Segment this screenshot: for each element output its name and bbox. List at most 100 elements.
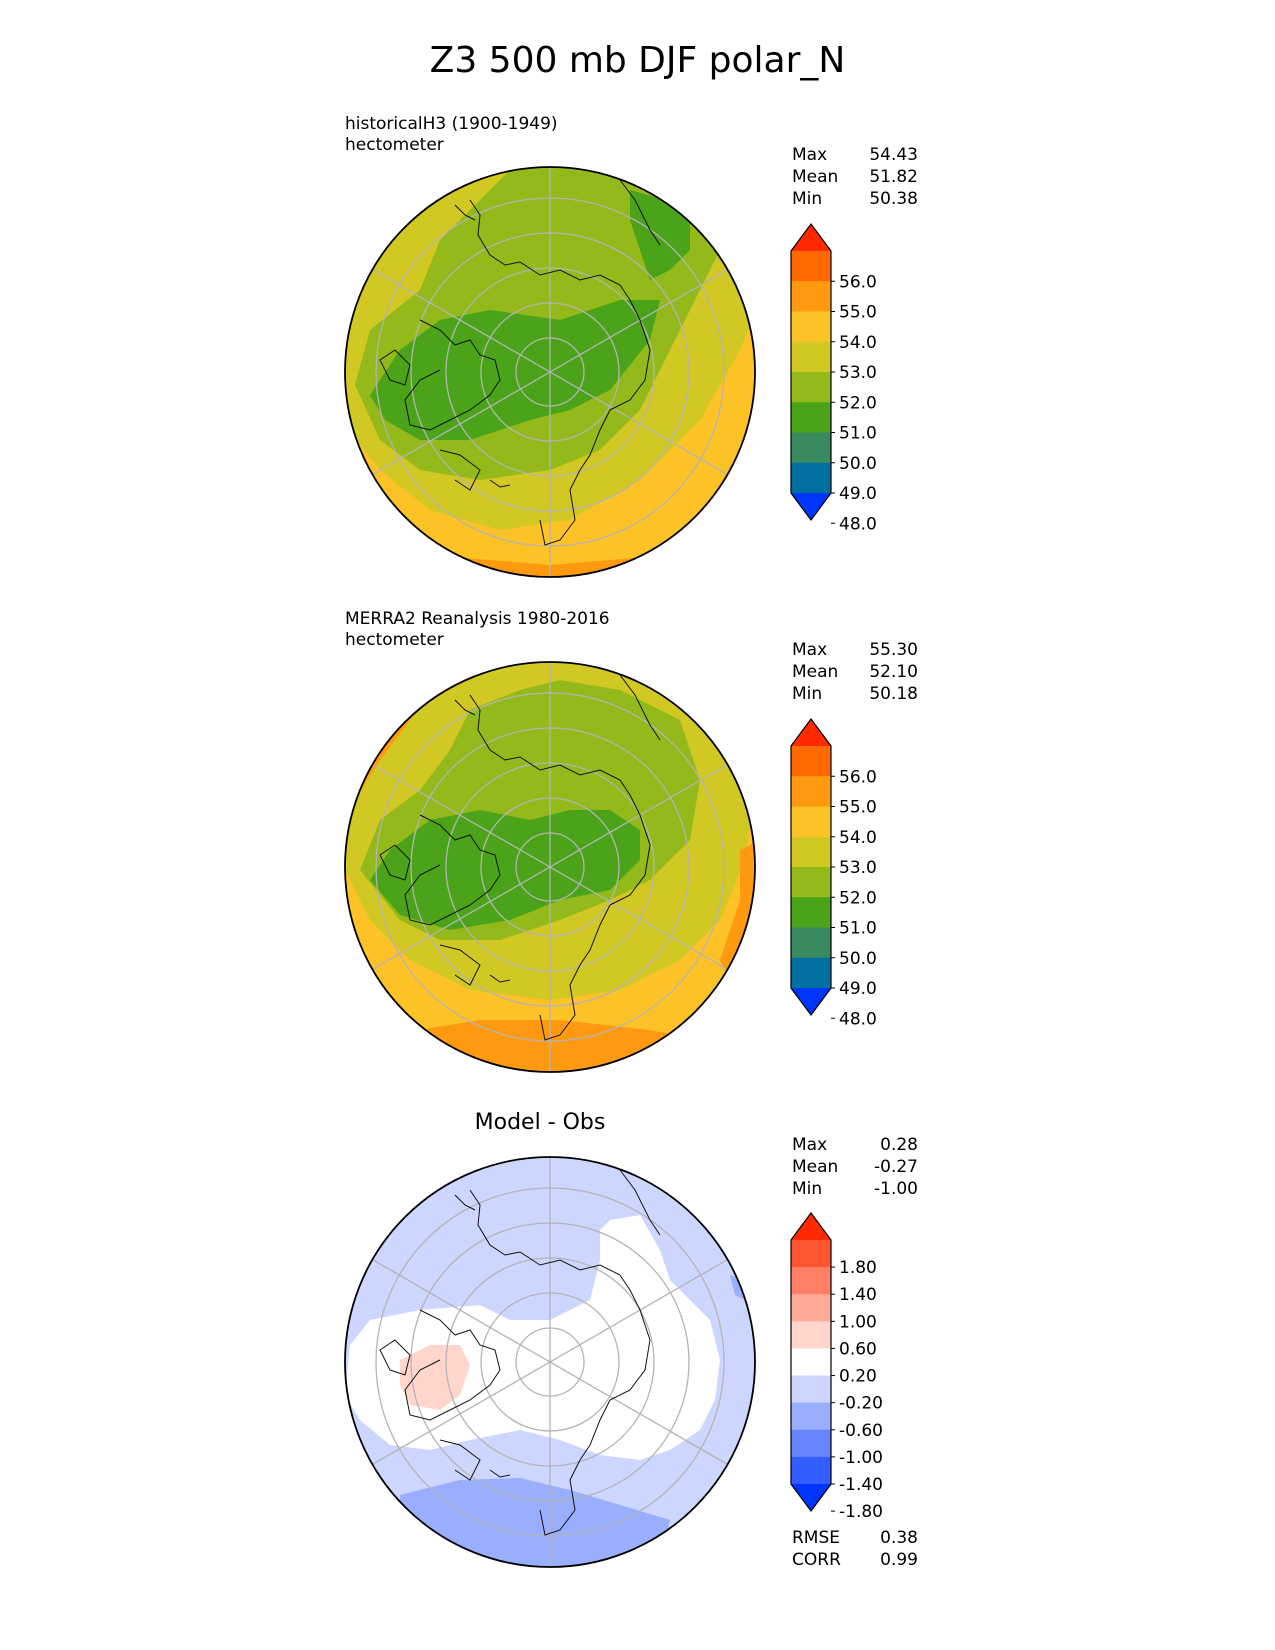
colorbar-tick-label: 54.0: [839, 828, 877, 848]
colorbar-segment: [791, 746, 831, 777]
colorbar-segment: [791, 402, 831, 433]
corr-value: 0.99: [880, 1550, 918, 1570]
colorbar-extend-min: [791, 1484, 831, 1511]
max-label: Max: [792, 1135, 828, 1155]
colorbar-tick-label: 50.0: [839, 949, 877, 969]
colorbar-tick-label: 52.0: [839, 393, 877, 413]
colorbar-segment: [791, 957, 831, 989]
colorbar-segment: [791, 432, 831, 464]
colorbar-tick-label: 51.0: [839, 424, 877, 444]
panel2-stats: Max 55.30 Mean 52.10 Min 50.18: [792, 640, 918, 706]
coastlines: [379, 179, 661, 546]
panel3-stats: Max 0.28 Mean -0.27 Min -1.00: [792, 1135, 918, 1201]
colorbar-tick-label: 48.0: [839, 1009, 877, 1029]
colorbar-segment: [791, 1348, 831, 1377]
colorbar-segment: [791, 372, 831, 403]
map-boundary: [344, 1156, 756, 1568]
rmse-label: RMSE: [792, 1528, 841, 1548]
rmse-value: 0.38: [880, 1528, 918, 1548]
colorbar-tick-label: 54.0: [839, 333, 877, 353]
max-label: Max: [792, 145, 828, 165]
colorbar-extend-max: [791, 224, 831, 251]
colorbar-tick-label: 0.20: [839, 1367, 877, 1387]
colorbar-tick-label: 56.0: [839, 767, 877, 787]
panel2-obs-name: MERRA2 Reanalysis 1980-2016: [345, 609, 610, 629]
mean-value: 51.82: [869, 167, 918, 187]
colorbar-tick-label: 55.0: [839, 798, 877, 818]
colorbar-tick-label: 52.0: [839, 888, 877, 908]
colorbar-segment: [791, 1375, 831, 1404]
mean-label: Mean: [792, 662, 839, 682]
contour-fill-50: [370, 810, 640, 930]
colorbar-tick-label: 0.60: [839, 1339, 877, 1359]
colorbar-tick-label: 49.0: [839, 979, 877, 999]
panel1-stats: Max 54.43 Mean 51.82 Min 50.38: [792, 145, 918, 211]
colorbar-tick-label: -0.20: [839, 1394, 883, 1414]
max-value: 54.43: [869, 145, 918, 165]
max-label: Max: [792, 640, 828, 660]
colorbar-segment: [791, 1294, 831, 1322]
colorbar-tick-label: 53.0: [839, 363, 877, 383]
diff-panel-title: Model - Obs: [474, 1110, 606, 1135]
colorbar-segment: [791, 311, 831, 343]
colorbar-segment: [791, 1402, 831, 1431]
colorbar-segment: [791, 927, 831, 959]
colorbar-tick-label: -1.40: [839, 1475, 883, 1495]
panel2-units: hectometer: [345, 630, 444, 650]
min-value: 50.38: [869, 189, 918, 209]
graticule: [367, 1157, 733, 1567]
colorbar-tick-label: 49.0: [839, 484, 877, 504]
mean-value: -0.27: [874, 1157, 918, 1177]
graticule: [367, 167, 733, 577]
colorbar-segment: [791, 341, 831, 373]
colorbar-tick-label: 51.0: [839, 919, 877, 939]
colorbar-segment: [791, 776, 831, 807]
colorbar-segment: [791, 1429, 831, 1458]
max-value: 55.30: [869, 640, 918, 660]
colorbar-segment: [791, 897, 831, 928]
diff-fill-pos-0.2: [400, 1345, 470, 1410]
colorbar-panel3: 1.80 1.40 1.00 0.60 0.20 -0.20 -0.60 -1.00 -1.40…: [790, 1211, 883, 1522]
mean-value: 52.10: [869, 662, 918, 682]
mean-label: Mean: [792, 167, 839, 187]
colorbar-tick-label: -1.80: [839, 1502, 883, 1522]
figure-title: Z3 500 mb DJF polar_N: [429, 40, 846, 81]
colorbar-tick-label: 50.0: [839, 454, 877, 474]
colorbar-panel2: 56.0 55.0 54.0 53.0 52.0 51.0 50.0 49.0 48.0: [790, 717, 877, 1029]
colorbar-segment: [791, 251, 831, 282]
diff-fill-neg-0.6: [400, 1478, 670, 1567]
graticule: [367, 662, 733, 1072]
colorbar-segment: [791, 1456, 831, 1485]
panel1-map: [344, 166, 756, 578]
contour-fill-54-east: [720, 840, 755, 980]
colorbar-extend-min: [791, 988, 831, 1015]
panel2-map: [344, 661, 756, 1073]
min-label: Min: [792, 684, 823, 704]
panel1-caption: historicalH3 (1900-1949) hectometer: [345, 114, 558, 156]
min-label: Min: [792, 189, 823, 209]
colorbar-segment: [791, 462, 831, 494]
coastlines: [379, 674, 661, 1041]
max-value: 0.28: [880, 1135, 918, 1155]
map-boundary: [344, 166, 756, 578]
panel3-map: [344, 1156, 756, 1568]
mean-label: Mean: [792, 1157, 839, 1177]
colorbar-segment: [791, 1267, 831, 1295]
contour-fill-50: [370, 300, 660, 440]
min-value: -1.00: [874, 1179, 918, 1199]
colorbar-tick-label: -0.60: [839, 1421, 883, 1441]
colorbar-segment: [791, 1321, 831, 1349]
colorbar-tick-label: -1.00: [839, 1448, 883, 1468]
colorbar-segment: [791, 867, 831, 898]
min-value: 50.18: [869, 684, 918, 704]
colorbar-panel1: 56.0 55.0 54.0 53.0 52.0 51.0 50.0 49.0 48.0: [790, 222, 877, 534]
map-boundary: [344, 661, 756, 1073]
colorbar-tick-label: 55.0: [839, 303, 877, 323]
contour-fill-50-pacific: [630, 190, 690, 280]
colorbar-segment: [791, 1240, 831, 1268]
panel1-units: hectometer: [345, 135, 444, 155]
colorbar-extend-max: [791, 719, 831, 746]
min-label: Min: [792, 1179, 823, 1199]
colorbar-tick-label: 56.0: [839, 272, 877, 292]
colorbar-tick-label: 1.40: [839, 1285, 877, 1305]
